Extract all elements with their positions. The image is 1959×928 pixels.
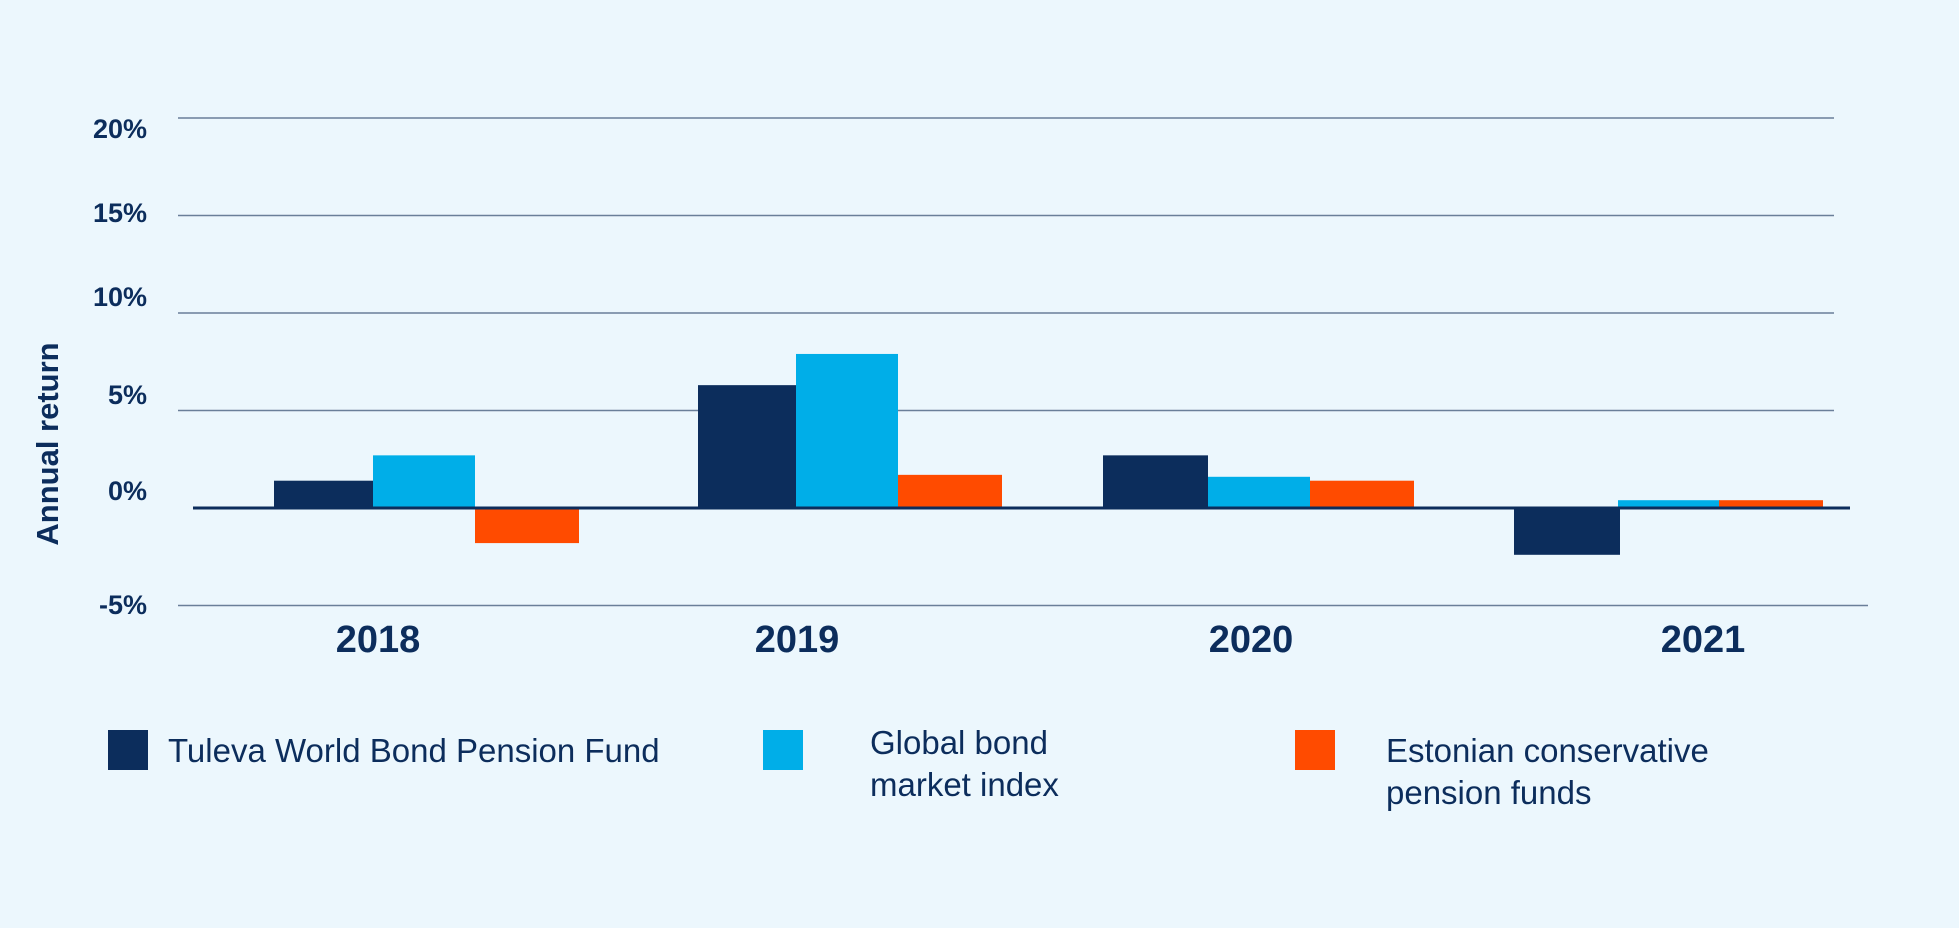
y-tick-label: 5% — [108, 380, 147, 410]
bar — [796, 353, 898, 508]
bar — [475, 508, 579, 544]
legend-label-estonian-conservative: Estonian conservative pension funds — [1386, 730, 1709, 814]
bar — [1618, 500, 1720, 508]
bar — [898, 474, 1002, 508]
bar — [373, 455, 475, 508]
bar — [1310, 480, 1414, 508]
legend-label-global-bond-index: Global bond market index — [870, 722, 1059, 806]
x-category-label: 2020 — [1209, 619, 1294, 661]
legend-label-tuleva: Tuleva World Bond Pension Fund — [168, 730, 660, 772]
legend-label-line: pension funds — [1386, 774, 1592, 811]
y-tick-label: 0% — [108, 476, 147, 506]
y-tick-label: -5% — [99, 590, 147, 620]
legend-label-line: Estonian conservative — [1386, 732, 1709, 769]
y-axis-title: Annual return — [30, 342, 65, 545]
legend-label-line: market index — [870, 766, 1059, 803]
bar — [1719, 500, 1823, 508]
bar — [1103, 455, 1208, 508]
legend-swatch-global-bond-index — [763, 730, 803, 770]
bar — [1208, 476, 1310, 508]
bar — [698, 385, 796, 508]
legend-label-line: Tuleva World Bond Pension Fund — [168, 732, 660, 769]
legend-item-tuleva: Tuleva World Bond Pension Fund — [108, 730, 660, 772]
x-category-label: 2018 — [336, 619, 421, 661]
y-tick-label: 20% — [93, 114, 147, 144]
legend-item-estonian-conservative: Estonian conservative pension funds — [1295, 730, 1709, 814]
x-category-label: 2021 — [1661, 619, 1746, 661]
y-tick-label: 10% — [93, 282, 147, 312]
bar — [274, 480, 374, 508]
legend-label-line: Global bond — [870, 724, 1048, 761]
legend-item-global-bond-index: Global bond market index — [763, 724, 1059, 806]
legend-swatch-estonian-conservative — [1295, 730, 1335, 770]
bar — [1514, 508, 1620, 555]
legend-swatch-tuleva — [108, 730, 148, 770]
y-tick-label: 15% — [93, 198, 147, 228]
x-category-label: 2019 — [755, 619, 840, 661]
